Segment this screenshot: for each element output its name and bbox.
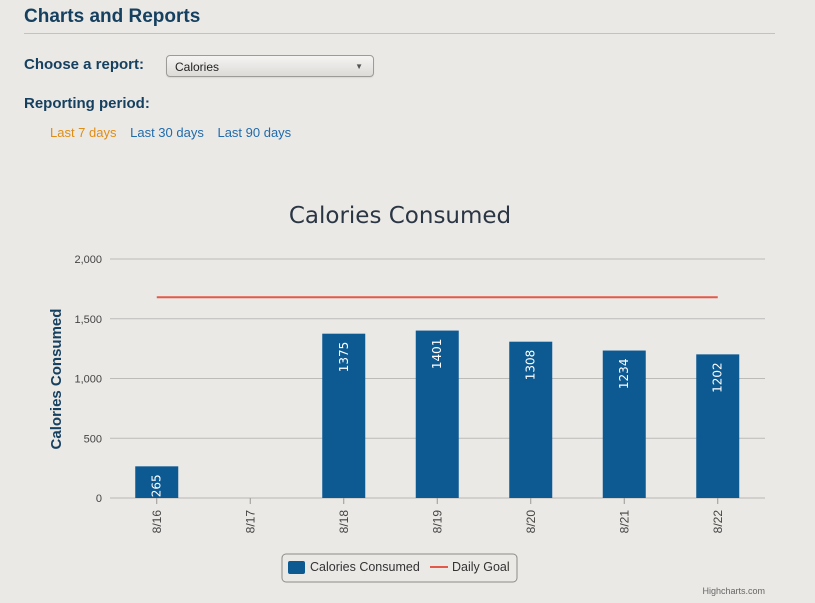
bar[interactable]	[322, 333, 366, 498]
bar-data-label: 1375	[337, 342, 351, 373]
report-select-value: Calories	[175, 60, 220, 74]
bar-data-label: 1401	[430, 339, 444, 370]
chart-credits[interactable]: Highcharts.com	[702, 586, 765, 596]
legend-item-goal[interactable]: Daily Goal	[452, 560, 510, 574]
report-label: Choose a report:	[24, 56, 145, 73]
bar[interactable]	[602, 350, 646, 498]
period-last-90-days-link[interactable]: Last 90 days	[217, 125, 292, 140]
chart-title: Calories Consumed	[289, 203, 511, 229]
legend-box	[281, 553, 518, 583]
bar[interactable]	[509, 341, 553, 498]
period-links: Last 7 days Last 30 days Last 90 days	[50, 125, 301, 140]
bar[interactable]	[696, 354, 740, 498]
x-tick-label: 8/19	[430, 510, 444, 534]
y-tick-label: 2,000	[74, 254, 102, 266]
bar-data-label: 1234	[617, 359, 631, 390]
page-title: Charts and Reports	[24, 6, 201, 27]
bar[interactable]	[135, 466, 179, 498]
title-divider	[24, 33, 775, 34]
y-tick-label: 1,000	[74, 374, 102, 386]
period-last-30-days-link[interactable]: Last 30 days	[130, 125, 204, 140]
legend-item-calories[interactable]: Calories Consumed	[310, 560, 420, 574]
y-tick-label: 0	[96, 493, 102, 505]
x-tick-label: 8/18	[337, 510, 351, 534]
x-tick-label: 8/16	[150, 510, 164, 534]
x-tick-label: 8/20	[524, 510, 538, 534]
y-axis-title: Calories Consumed	[48, 309, 65, 450]
y-tick-label: 500	[84, 433, 102, 445]
chart-legend: Calories Consumed Daily Goal	[281, 553, 518, 583]
bar-data-label: 1308	[524, 350, 538, 381]
chevron-down-icon: ▼	[355, 62, 363, 71]
bar-data-label: 265	[150, 474, 164, 497]
bar-data-label: 1202	[711, 362, 725, 393]
bar[interactable]	[415, 330, 459, 498]
period-last-7-days-link[interactable]: Last 7 days	[50, 125, 117, 140]
period-label: Reporting period:	[24, 95, 150, 112]
x-tick-label: 8/17	[243, 510, 257, 534]
report-select[interactable]: Calories ▼	[166, 55, 374, 77]
y-tick-label: 1,500	[74, 314, 102, 326]
legend-bar-swatch[interactable]	[288, 561, 305, 574]
x-tick-label: 8/22	[711, 510, 725, 534]
x-tick-label: 8/21	[617, 510, 631, 534]
